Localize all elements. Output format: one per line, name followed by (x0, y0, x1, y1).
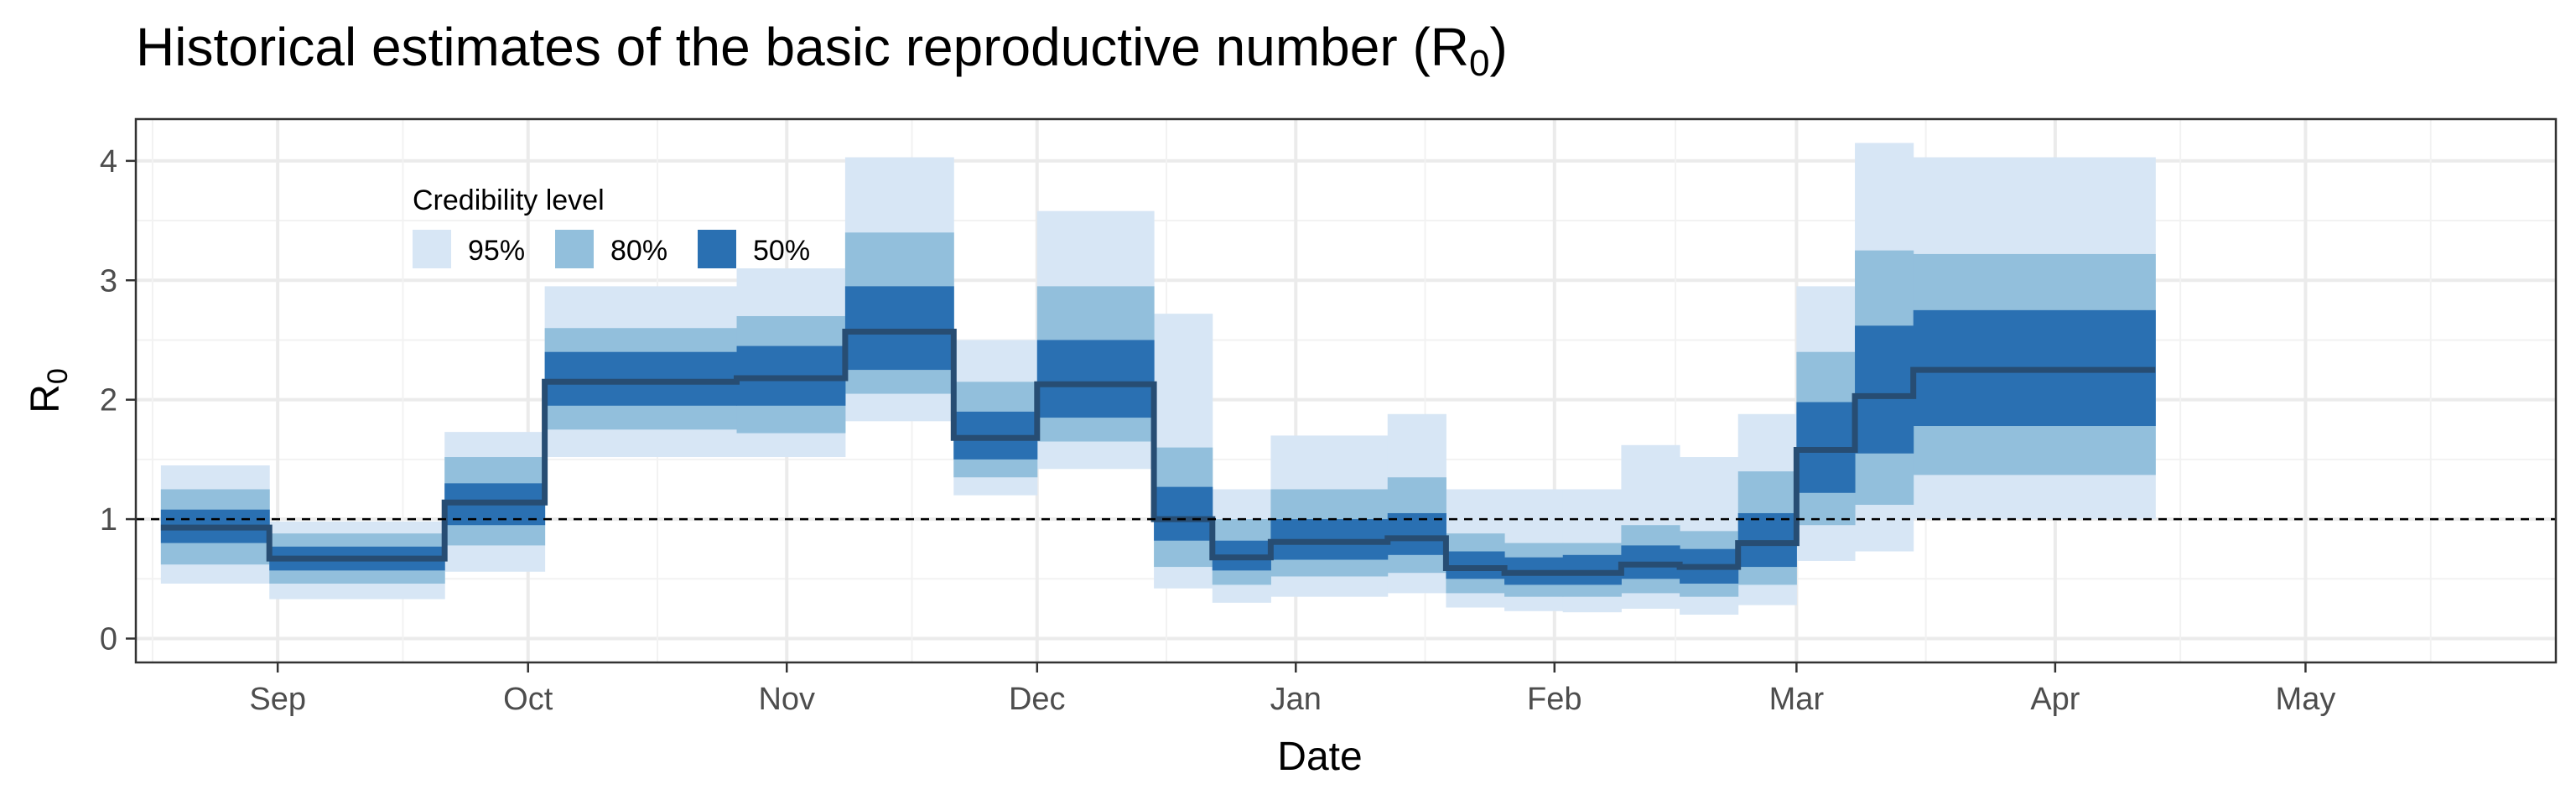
y-tick-label: 3 (100, 263, 117, 299)
band-50-segment (1154, 486, 1213, 541)
x-tick-label: Sep (249, 682, 306, 717)
plot-border (134, 117, 2558, 664)
x-tick-label: May (2276, 682, 2336, 717)
band-50-segment (1855, 325, 1914, 454)
x-axis-title: Date (1277, 735, 1362, 779)
x-axis: Sep Oct Nov Dec Jan Feb Mar Apr May (249, 662, 2335, 717)
legend-swatch (413, 230, 451, 268)
y-tick-label: 1 (100, 502, 117, 538)
legend-label: 80% (610, 235, 667, 267)
y-axis-title-subscript: 0 (42, 368, 74, 384)
chart-title: Historical estimates of the basic reprod… (136, 17, 1508, 84)
x-tick-label: Oct (503, 682, 553, 717)
chart-title-end: ) (1489, 17, 1507, 77)
y-axis-title: R0 (23, 368, 74, 413)
chart-title-subscript: 0 (1469, 43, 1489, 84)
legend: Credibility level 95% 80% 50% (413, 184, 810, 268)
x-tick-label: Dec (1009, 682, 1066, 717)
x-tick-label: Mar (1769, 682, 1825, 717)
legend-label: 95% (468, 235, 525, 267)
y-axis: 0 1 2 3 4 (100, 144, 136, 657)
x-tick-label: Apr (2030, 682, 2080, 717)
legend-swatch (555, 230, 594, 268)
legend-swatch (698, 230, 736, 268)
legend-entries: 95% 80% 50% (413, 230, 810, 268)
y-tick-label: 4 (100, 144, 117, 179)
band-50-segment (1446, 551, 1505, 579)
band-50-segment (844, 286, 954, 371)
median-line (160, 329, 2156, 576)
chart-title-main: Historical estimates of the basic reprod… (136, 17, 1469, 77)
band-50-segment (1036, 340, 1155, 418)
y-tick-label: 0 (100, 622, 117, 657)
y-axis-title-main: R (23, 384, 68, 413)
legend-title: Credibility level (413, 184, 605, 216)
x-tick-label: Feb (1527, 682, 1581, 717)
band-50-segment (544, 351, 738, 406)
x-tick-label: Jan (1270, 682, 1322, 717)
plot-frame (134, 117, 2558, 664)
band-50-segment (1562, 554, 1622, 585)
band-50-segment (1737, 512, 1797, 568)
median-path (160, 329, 2156, 576)
y-tick-label: 2 (100, 383, 117, 418)
x-tick-label: Nov (758, 682, 815, 717)
legend-label: 50% (753, 235, 810, 267)
